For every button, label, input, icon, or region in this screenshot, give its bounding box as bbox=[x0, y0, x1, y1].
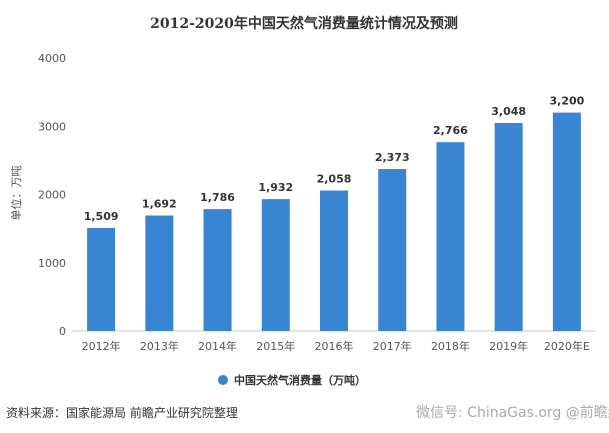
x-tick-label: 2012年 bbox=[82, 339, 121, 353]
x-tick-label: 2017年 bbox=[373, 339, 412, 353]
bar bbox=[552, 112, 581, 331]
x-tick-label: 2018年 bbox=[431, 339, 470, 353]
legend-label: 中国天然气消费量（万吨） bbox=[234, 373, 366, 387]
y-tick-label: 3000 bbox=[38, 120, 66, 133]
x-axis-ticks: 2012年 2013年 2014年 2015年 2016年 2017年 2018年 2019年… bbox=[82, 339, 590, 353]
chart-title: 2012-2020年中国天然气消费量统计情况及预测 bbox=[150, 15, 458, 32]
y-tick-label: 1000 bbox=[38, 257, 66, 270]
y-axis-ticks: 0 1000 2000 3000 4000 bbox=[38, 52, 66, 338]
legend-marker bbox=[218, 375, 228, 385]
data-label: 3,048 bbox=[491, 105, 526, 118]
x-tick-label: 2019年 bbox=[489, 339, 528, 353]
watermark-text: 微信号: ChinaGas.org @前瞻经济学人APP bbox=[416, 404, 609, 421]
source-note: 资料来源：国家能源局 前瞻产业研究院整理 bbox=[6, 405, 238, 420]
x-tick-label: 2016年 bbox=[315, 339, 354, 353]
data-label: 1,692 bbox=[142, 198, 177, 211]
y-axis-label: 单位：万吨 bbox=[9, 166, 23, 221]
x-tick-label: 2020年E bbox=[544, 339, 590, 353]
data-label: 3,200 bbox=[549, 95, 584, 108]
bar bbox=[145, 215, 174, 331]
legend: 中国天然气消费量（万吨） bbox=[218, 373, 366, 387]
data-label: 2,766 bbox=[433, 124, 468, 137]
bar bbox=[261, 199, 290, 331]
bar bbox=[203, 209, 232, 331]
data-labels: 1,509 1,692 1,786 1,932 2,058 2,373 2,766 3,048… bbox=[84, 95, 585, 223]
bar bbox=[87, 228, 116, 331]
bar bbox=[494, 122, 523, 331]
y-tick-label: 4000 bbox=[38, 52, 66, 65]
x-tick-label: 2015年 bbox=[256, 339, 295, 353]
bar bbox=[436, 142, 465, 331]
bars-group bbox=[87, 112, 581, 331]
y-tick-label: 0 bbox=[59, 325, 66, 338]
data-label: 1,932 bbox=[258, 181, 293, 194]
data-label: 1,786 bbox=[200, 191, 235, 204]
data-label: 2,058 bbox=[317, 173, 352, 186]
bar bbox=[320, 190, 348, 331]
data-label: 1,509 bbox=[84, 210, 119, 223]
x-tick-label: 2014年 bbox=[198, 339, 237, 353]
data-label: 2,373 bbox=[375, 151, 410, 164]
bar bbox=[378, 169, 407, 331]
x-tick-label: 2013年 bbox=[140, 339, 179, 353]
y-tick-label: 2000 bbox=[38, 189, 66, 202]
